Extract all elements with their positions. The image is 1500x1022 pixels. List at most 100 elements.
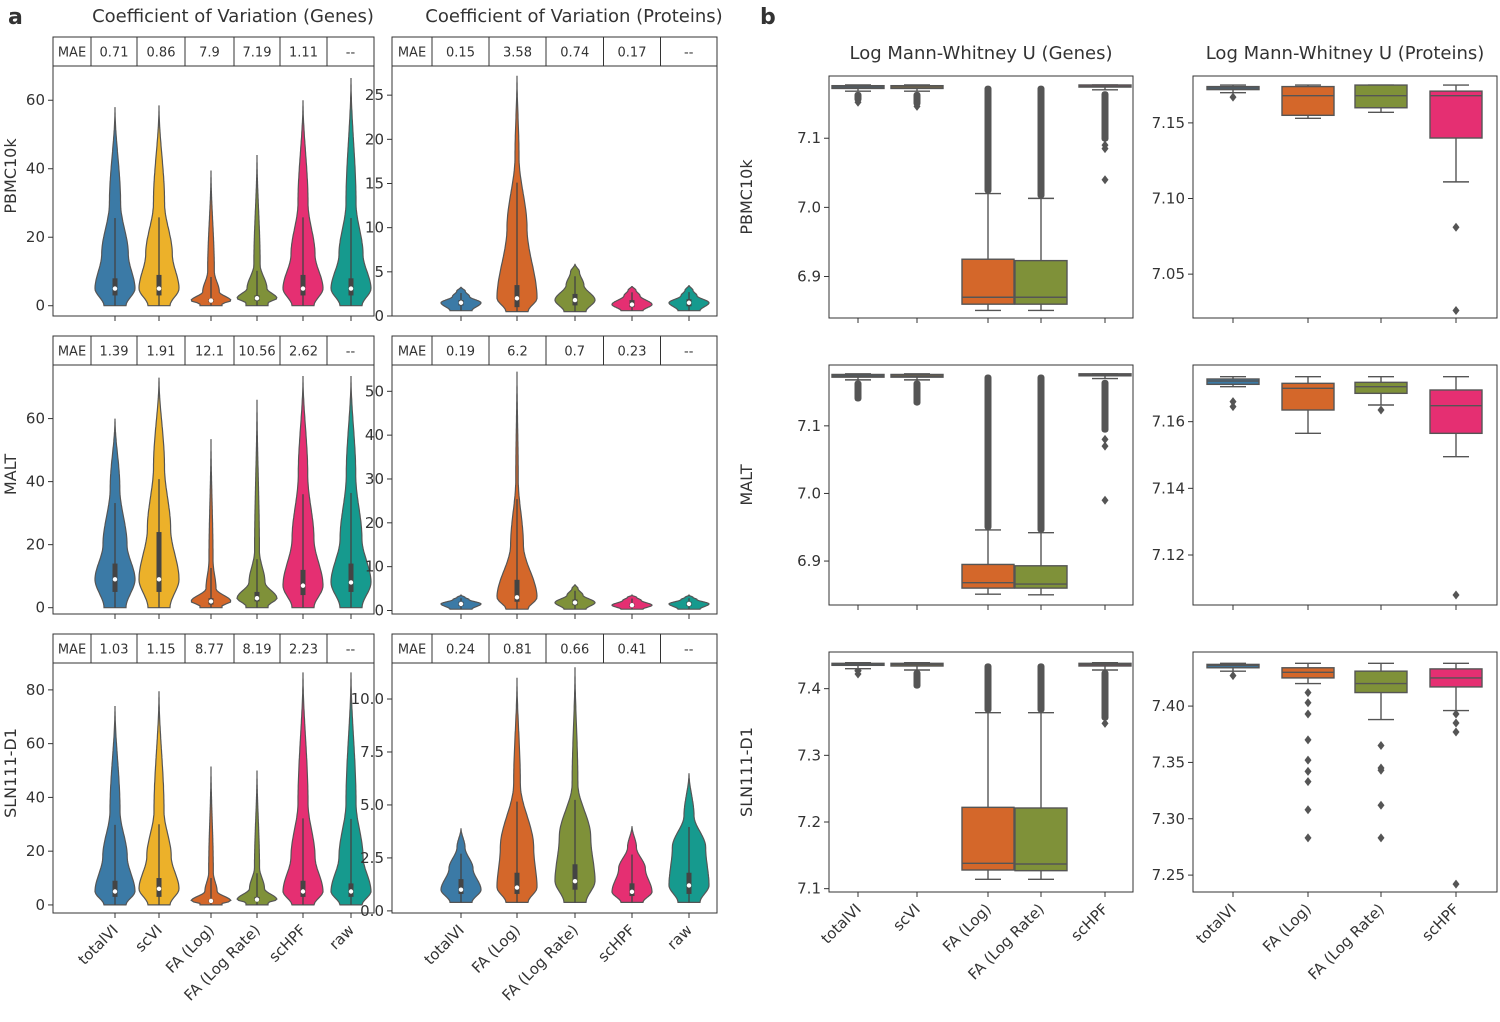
flier-cluster-fa-log — [984, 374, 992, 530]
violin-median-raw — [348, 580, 354, 585]
violin-median-fa-log-rate — [254, 295, 260, 301]
violin-schpf — [282, 672, 324, 906]
y-tick-label: 0.0 — [360, 902, 384, 920]
y-tick-label: 60 — [26, 410, 45, 428]
flier-cluster-schpf — [1101, 670, 1109, 721]
violin-median-totalvi — [458, 601, 464, 607]
mae-value-scvi: 0.86 — [147, 46, 176, 61]
box-fa-log-rate — [1354, 670, 1408, 694]
y-tick-label: 7.5 — [360, 743, 384, 761]
row-label-pbmc10k: PBMC10k — [737, 159, 756, 235]
violin-fa-log — [190, 766, 232, 906]
violin-median-schpf — [300, 889, 306, 894]
violin-median-fa-log — [208, 898, 214, 904]
violin-iqr-scvi — [156, 274, 162, 296]
y-tick-label: 6.9 — [797, 552, 821, 570]
x-label-scvi: scVI — [889, 900, 923, 934]
violin-iqr-schpf — [300, 880, 306, 897]
y-tick-label: 10.0 — [351, 690, 384, 708]
mae-label: MAE — [58, 46, 86, 61]
box-fa-log — [1281, 85, 1335, 117]
flier-cluster-fa-log — [984, 85, 992, 194]
mae-value-schpf: 0.17 — [618, 46, 647, 61]
x-label-scvi: scVI — [131, 921, 165, 955]
y-tick-label: 7.3 — [797, 746, 821, 764]
plot-frame — [52, 662, 375, 914]
violin-fa-log-rate — [236, 399, 278, 609]
y-tick-label: 7.16 — [1152, 413, 1185, 431]
y-tick-label: 20 — [26, 842, 45, 860]
y-tick-label: 20 — [365, 514, 384, 532]
mae-value-scvi: 1.91 — [147, 345, 176, 360]
plot-frame — [828, 651, 1134, 893]
mae-value-schpf: 1.11 — [289, 46, 318, 61]
violin-median-fa-log-rate — [572, 600, 578, 605]
y-tick-label: 60 — [26, 91, 45, 109]
y-tick-label: 0 — [35, 297, 45, 315]
violin-fa-log — [190, 439, 232, 609]
panel-b-letter: b — [760, 5, 776, 30]
violin-fa-log — [496, 677, 538, 903]
violin-iqr-totalvi — [458, 879, 464, 894]
violin-median-raw — [348, 889, 354, 894]
violin-iqr-raw — [348, 563, 354, 592]
plot-frame — [52, 364, 375, 615]
violin-iqr-totalvi — [112, 880, 118, 897]
box-fa-log-rate — [1354, 84, 1408, 109]
flier-cluster-totalvi — [854, 380, 862, 402]
x-label-schpf: scHPF — [265, 921, 310, 966]
violin-median-schpf — [300, 286, 306, 291]
violin-median-totalvi — [458, 300, 464, 305]
flier-schpf — [1452, 718, 1460, 728]
violin-median-fa-log — [208, 599, 214, 604]
y-tick-label: 7.40 — [1152, 697, 1185, 715]
flier-scvi — [913, 97, 921, 107]
flier-fa-log — [1304, 688, 1312, 698]
box-schpf — [1429, 90, 1483, 139]
violin-panel-a-genes-sln111-d1: MAE 1.03 1.15 8.77 8.19 2.23 -- 0 20 40 60 80 totalV… — [1, 633, 375, 1005]
y-tick-label: 60 — [26, 735, 45, 753]
x-label-totalvi: totalVI — [74, 921, 121, 968]
box-fa-log — [961, 806, 1015, 871]
flier-fa-log-rate — [1377, 765, 1385, 775]
y-tick-label: 20 — [365, 130, 384, 148]
box-fa-log — [961, 563, 1015, 589]
mae-label: MAE — [398, 643, 426, 658]
mae-value-fa-log: 0.81 — [503, 643, 532, 658]
y-tick-label: 10 — [365, 219, 384, 237]
plot-frame — [1192, 75, 1498, 319]
y-tick-label: 6.9 — [797, 268, 821, 286]
row-label-malt: MALT — [1, 454, 20, 495]
y-tick-label: 40 — [26, 473, 45, 491]
x-label-totalvi: totalVI — [420, 921, 467, 968]
flier-cluster-fa-log-rate — [1037, 374, 1045, 533]
y-tick-label: 7.0 — [797, 198, 821, 216]
violin-raw — [330, 376, 372, 609]
mae-value-fa-log-rate: 0.66 — [560, 643, 589, 658]
y-tick-label: 20 — [26, 228, 45, 246]
y-tick-label: 5.0 — [360, 796, 384, 814]
plot-frame — [391, 662, 718, 914]
x-label-fa-log-rate: FA (Log Rate) — [1304, 900, 1387, 983]
violin-median-scvi — [156, 886, 162, 892]
y-tick-label: 7.12 — [1152, 546, 1185, 564]
mae-value-fa-log: 7.9 — [199, 46, 220, 61]
plot-frame — [391, 65, 718, 317]
plot-frame — [828, 364, 1134, 606]
mae-table — [52, 36, 375, 67]
mae-value-fa-log-rate: 0.74 — [560, 46, 589, 61]
y-tick-label: 20 — [26, 536, 45, 554]
y-tick-label: 7.10 — [1152, 190, 1185, 208]
violin-median-totalvi — [112, 286, 118, 291]
violin-scvi — [138, 105, 180, 307]
x-label-totalvi: totalVI — [1192, 900, 1239, 947]
flier-fa-log — [1304, 833, 1312, 843]
x-label-fa-log: FA (Log) — [1259, 900, 1315, 956]
violin-median-scvi — [156, 577, 162, 582]
panel-a-letter: a — [8, 5, 23, 30]
flier-schpf — [1101, 495, 1109, 505]
violin-fa-log — [190, 170, 232, 307]
y-tick-label: 40 — [26, 160, 45, 178]
mae-table — [52, 335, 375, 366]
